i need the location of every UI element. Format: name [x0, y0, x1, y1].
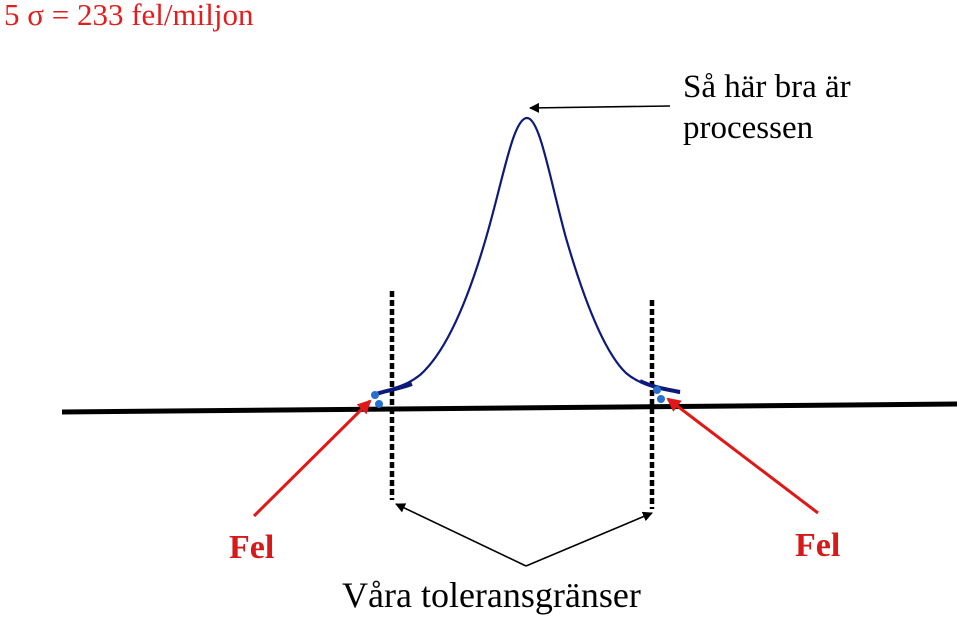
peak-annotation-arrow: [529, 102, 671, 113]
defect-label-right: Fel: [795, 527, 841, 564]
defect-marker-left-1: [371, 391, 379, 399]
defect-marker-right-2: [657, 395, 665, 403]
distribution-curve: [375, 116, 681, 396]
defect-marker-left-2: [375, 400, 383, 408]
baseline-axis: [61, 401, 958, 415]
tolerance-arrow-left: [395, 503, 527, 567]
defect-label-left: Fel: [229, 529, 275, 566]
tolerance-arrow-right: [525, 511, 653, 567]
peak-annotation-line-2: processen: [683, 110, 814, 146]
defect-arrow-left: [252, 399, 372, 518]
slide-title: 5 σ = 233 fel/miljon: [4, 0, 254, 32]
peak-annotation-line-1: Så här bra är: [683, 69, 851, 105]
tolerance-limits-label: Våra toleransgränser: [342, 575, 641, 615]
defect-marker-right-1: [653, 386, 661, 394]
peak-annotation: Så här bra är processen: [683, 67, 953, 149]
defect-arrow-right: [666, 397, 819, 515]
